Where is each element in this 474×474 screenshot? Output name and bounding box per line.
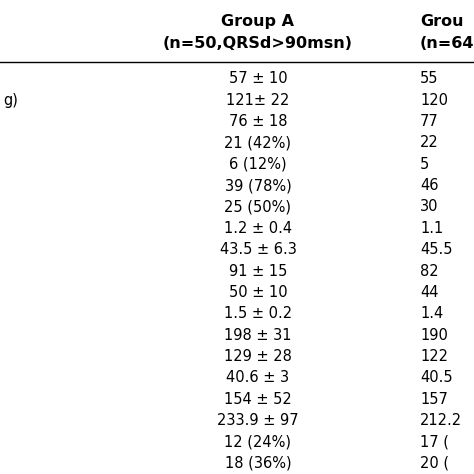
Text: 30: 30	[420, 200, 438, 214]
Text: 50 ± 10: 50 ± 10	[228, 285, 287, 300]
Text: 20 (: 20 (	[420, 456, 449, 471]
Text: 5: 5	[420, 157, 429, 172]
Text: 43.5 ± 6.3: 43.5 ± 6.3	[219, 242, 296, 257]
Text: 6 (12%): 6 (12%)	[229, 157, 287, 172]
Text: 121± 22: 121± 22	[226, 92, 290, 108]
Text: 55: 55	[420, 71, 438, 86]
Text: 1.1: 1.1	[420, 221, 443, 236]
Text: Group A: Group A	[221, 14, 294, 29]
Text: 157: 157	[420, 392, 448, 407]
Text: 1.5 ± 0.2: 1.5 ± 0.2	[224, 306, 292, 321]
Text: 154 ± 52: 154 ± 52	[224, 392, 292, 407]
Text: 12 (24%): 12 (24%)	[225, 435, 292, 449]
Text: 40.5: 40.5	[420, 370, 453, 385]
Text: 190: 190	[420, 328, 448, 343]
Text: Grou: Grou	[420, 14, 464, 29]
Text: 44: 44	[420, 285, 438, 300]
Text: 17 (: 17 (	[420, 435, 449, 449]
Text: (n=64,QRS: (n=64,QRS	[420, 36, 474, 51]
Text: 129 ± 28: 129 ± 28	[224, 349, 292, 364]
Text: 120: 120	[420, 92, 448, 108]
Text: 1.2 ± 0.4: 1.2 ± 0.4	[224, 221, 292, 236]
Text: 18 (36%): 18 (36%)	[225, 456, 292, 471]
Text: g): g)	[3, 92, 18, 108]
Text: 39 (78%): 39 (78%)	[225, 178, 292, 193]
Text: (n=50,QRSd>90msn): (n=50,QRSd>90msn)	[163, 36, 353, 51]
Text: 57 ± 10: 57 ± 10	[228, 71, 287, 86]
Text: 233.9 ± 97: 233.9 ± 97	[217, 413, 299, 428]
Text: 21 (42%): 21 (42%)	[225, 135, 292, 150]
Text: 25 (50%): 25 (50%)	[225, 200, 292, 214]
Text: 212.2: 212.2	[420, 413, 462, 428]
Text: 77: 77	[420, 114, 439, 129]
Text: 91 ± 15: 91 ± 15	[229, 264, 287, 279]
Text: 82: 82	[420, 264, 438, 279]
Text: 22: 22	[420, 135, 439, 150]
Text: 45.5: 45.5	[420, 242, 453, 257]
Text: 122: 122	[420, 349, 448, 364]
Text: 1.4: 1.4	[420, 306, 443, 321]
Text: 76 ± 18: 76 ± 18	[229, 114, 287, 129]
Text: 198 ± 31: 198 ± 31	[224, 328, 292, 343]
Text: 40.6 ± 3: 40.6 ± 3	[227, 370, 290, 385]
Text: 46: 46	[420, 178, 438, 193]
